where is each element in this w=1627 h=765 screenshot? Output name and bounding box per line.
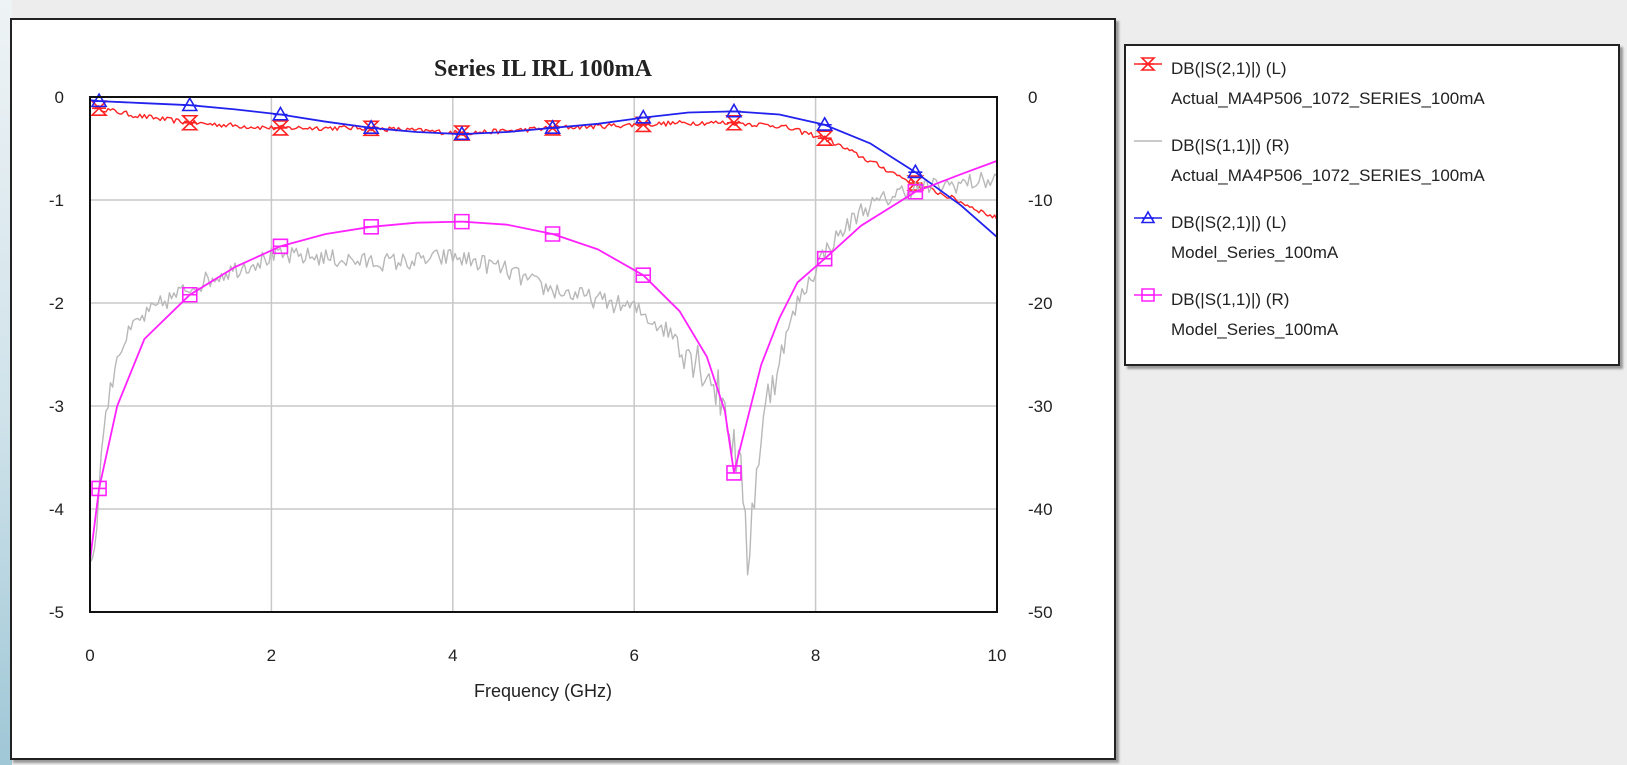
axes: 0 2 4 6 8 100-1-2-3-4-50-10-20-30-40-50 (49, 88, 1053, 665)
y-right-tick-label: -50 (1028, 603, 1053, 622)
legend-entry-model-s21-name: DB(|S(2,1)|) (L) (1171, 213, 1287, 232)
y-left-tick-label: -4 (49, 500, 64, 519)
x-tick-label: 6 (629, 646, 638, 665)
legend-entry-actual-s11: DB(|S(1,1)|) (R) Actual_MA4P506_1072_SER… (1134, 136, 1485, 185)
legend-marker (1141, 288, 1155, 302)
x-tick-label: 2 (267, 646, 276, 665)
data-point (181, 96, 199, 112)
data-point (453, 125, 471, 141)
legend: DB(|S(2,1)|) (L) Actual_MA4P506_1072_SER… (1124, 44, 1620, 366)
x-tick-label: 10 (988, 646, 1007, 665)
x-axis-label: Frequency (GHz) (474, 681, 612, 701)
data-point (906, 163, 924, 179)
y-right-tick-label: 0 (1028, 88, 1037, 107)
legend-entry-model-s21-source: Model_Series_100mA (1171, 243, 1339, 262)
data-point (634, 108, 652, 124)
legend-entry-actual-s21: DB(|S(2,1)|) (L) Actual_MA4P506_1072_SER… (1134, 57, 1485, 108)
y-left-tick-label: 0 (55, 88, 64, 107)
chart-title: Series IL IRL 100mA (434, 56, 653, 82)
data-point (91, 480, 107, 497)
series-line (89, 99, 998, 238)
data-point (454, 213, 470, 230)
y-right-tick-label: -10 (1028, 191, 1053, 210)
x-tick-label: 0 (85, 646, 94, 665)
series-1 (89, 171, 998, 576)
data-point (544, 226, 561, 242)
y-left-tick-label: -2 (49, 294, 64, 313)
y-left-tick-label: -5 (49, 603, 64, 622)
legend-svg: DB(|S(2,1)|) (L) Actual_MA4P506_1072_SER… (1134, 57, 1485, 339)
data-point (181, 286, 198, 303)
data-point (815, 130, 834, 146)
legend-symbol-actual-s21 (1134, 57, 1162, 71)
series-0 (90, 100, 998, 221)
y-left-tick-label: -3 (49, 397, 64, 416)
y-right-tick-label: -40 (1028, 500, 1053, 519)
x-tick-label: 4 (448, 646, 457, 665)
x-tick-label: 8 (811, 646, 820, 665)
legend-symbol-model-s11 (1134, 288, 1162, 302)
data-point (544, 119, 561, 134)
data-point (272, 105, 289, 121)
legend-marker (1140, 57, 1156, 71)
data-point (816, 250, 833, 267)
data-point (180, 114, 199, 131)
series-line (89, 171, 998, 576)
legend-entry-model-s11: DB(|S(1,1)|) (R) Model_Series_100mA (1134, 288, 1339, 339)
y-right-tick-label: -30 (1028, 397, 1053, 416)
series-line (89, 160, 998, 561)
data-point (271, 120, 290, 136)
legend-marker (1140, 210, 1156, 224)
legend-entry-actual-s11-source: Actual_MA4P506_1072_SERIES_100mA (1171, 166, 1485, 185)
legend-entry-actual-s21-source: Actual_MA4P506_1072_SERIES_100mA (1171, 89, 1485, 108)
data-point (725, 114, 743, 131)
data-point (635, 267, 652, 283)
legend-entry-model-s11-source: Model_Series_100mA (1171, 320, 1339, 339)
y-right-tick-label: -20 (1028, 294, 1053, 313)
data-point (363, 218, 379, 235)
legend-symbol-model-s21 (1134, 210, 1162, 224)
plot-frame (89, 96, 998, 613)
data-point (272, 238, 289, 255)
data-point (90, 92, 108, 108)
series-3 (89, 160, 998, 561)
series-2 (89, 92, 998, 238)
series-layer (89, 92, 998, 576)
chart-panel: 0 2 4 6 8 10 0 -1 -2 -3 -4 -5 0 -10 -20 -30 -40 -50 Serie… (10, 18, 1116, 760)
legend-entry-actual-s21-name: DB(|S(2,1)|) (L) (1171, 59, 1287, 78)
data-point (907, 183, 924, 200)
legend-entry-model-s11-name: DB(|S(1,1)|) (R) (1171, 290, 1289, 309)
data-point (725, 102, 743, 118)
y-left-tick-label: -1 (49, 191, 64, 210)
data-point (816, 116, 834, 131)
legend-entry-model-s21: DB(|S(2,1)|) (L) Model_Series_100mA (1134, 210, 1339, 262)
data-point (362, 119, 380, 134)
legend-entry-actual-s11-name: DB(|S(1,1)|) (R) (1171, 136, 1289, 155)
data-point (726, 465, 742, 481)
series-line (93, 105, 998, 221)
window-edge-strip (0, 0, 12, 765)
chart-svg: 0 2 4 6 8 100-1-2-3-4-50-10-20-30-40-50 Serie… (49, 56, 1053, 701)
grid-lines (90, 97, 997, 612)
